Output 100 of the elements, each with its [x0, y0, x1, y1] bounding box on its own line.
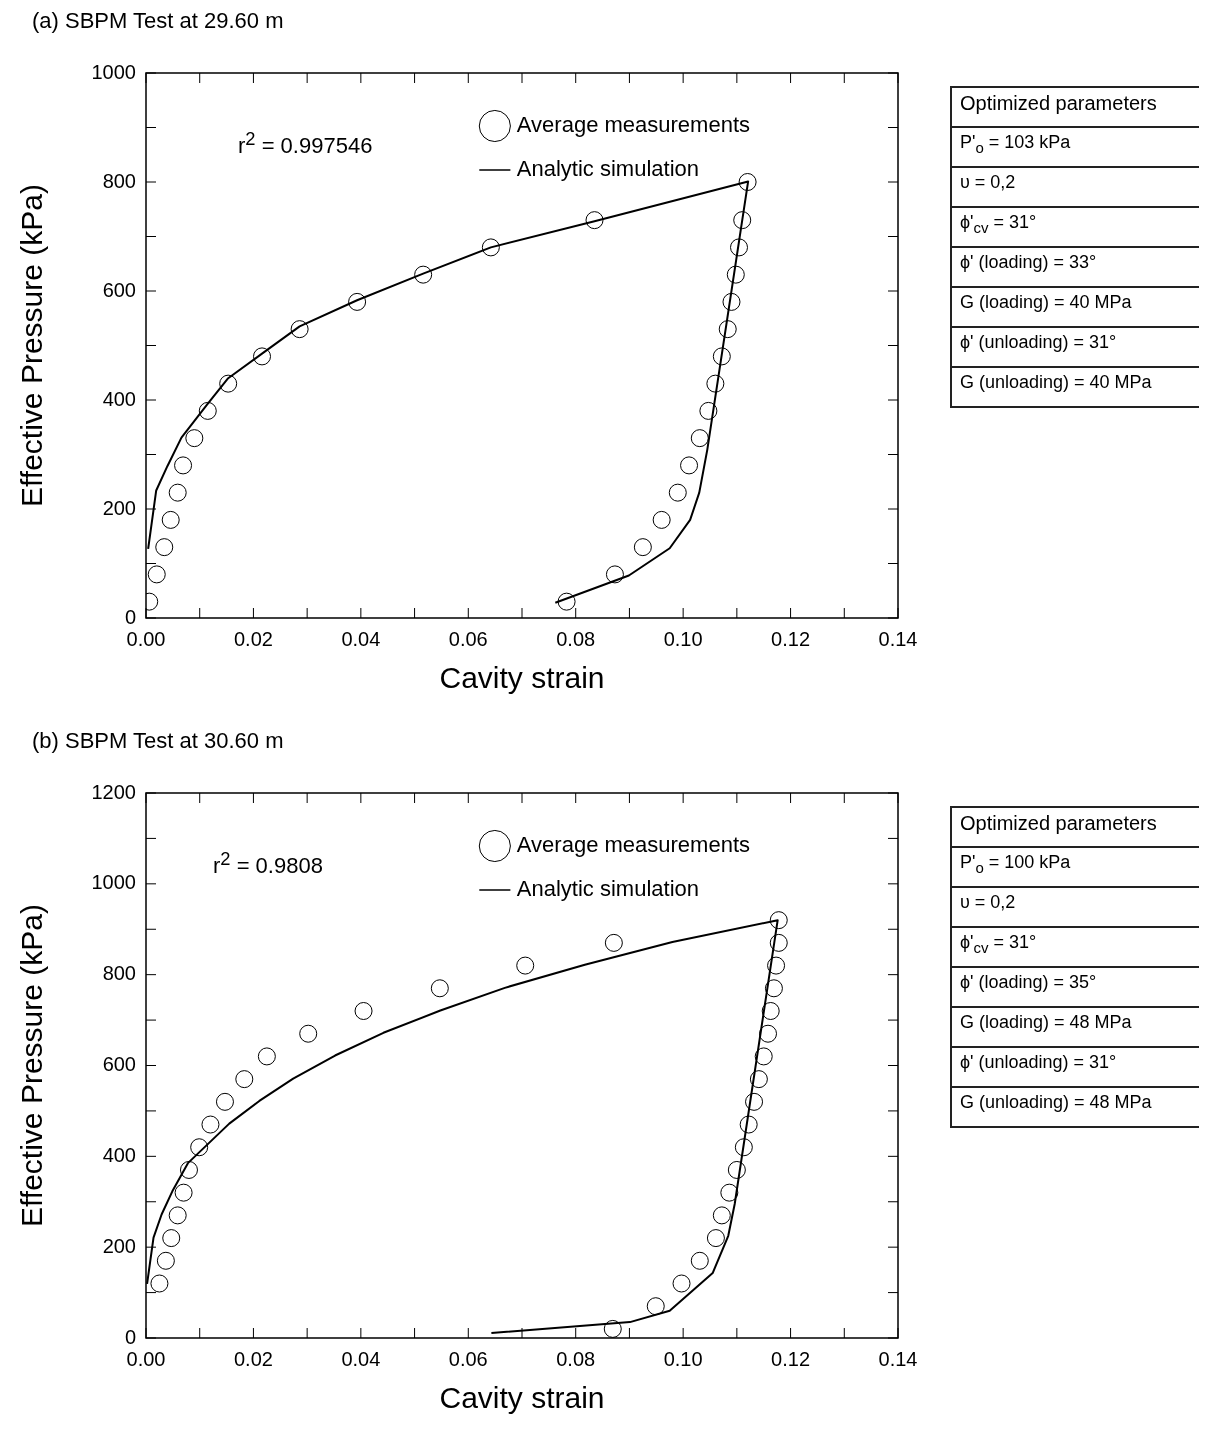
point [290, 320, 309, 339]
y-axis-title: Effective Pressure (kPa) [15, 184, 49, 507]
text: υ = 0,2 [952, 888, 1199, 928]
point [603, 1319, 622, 1338]
y-tick-label: 1000 [91, 60, 136, 83]
point [174, 456, 193, 475]
point [185, 429, 204, 448]
chart-title: (a) SBPM Test at 29.60 m [31, 8, 285, 35]
point [764, 979, 783, 998]
point [749, 1070, 768, 1089]
point [257, 1047, 276, 1066]
point [761, 1002, 780, 1020]
point [754, 1047, 773, 1066]
x-tick-label: 0.06 [448, 1347, 488, 1370]
text: ϕ' (loading) = 33° [952, 248, 1199, 288]
point [414, 265, 433, 284]
point [727, 1160, 746, 1179]
x-tick-label: 0.00 [126, 1347, 166, 1370]
point [168, 483, 187, 502]
text: ϕ' (unloading) = 31° [952, 328, 1199, 368]
point [706, 374, 725, 393]
x-tick-label: 0.04 [341, 627, 381, 650]
y-tick-label: 600 [102, 278, 136, 301]
point [174, 1183, 193, 1202]
text: G (loading) = 40 MPa [952, 288, 1199, 328]
point [299, 1024, 318, 1043]
annotation: r$^{2}$ = 0.9808 [213, 848, 323, 880]
legend-label: Analytic simulation [516, 876, 700, 902]
text: P'$_{o}$ = 100 kPa [952, 848, 1199, 888]
text: G (unloading) = 48 MPa [959, 1091, 1153, 1114]
x-tick-label: 0.02 [233, 1347, 273, 1370]
point [215, 1092, 234, 1111]
text: G (loading) = 48 MPa [952, 1008, 1199, 1048]
legend-label: Analytic simulation [516, 156, 700, 182]
annotation: r$^{2}$ = 0.997546 [238, 128, 373, 160]
point [769, 911, 788, 930]
point [734, 1138, 753, 1157]
y-tick-label: 400 [102, 1143, 136, 1166]
point [481, 238, 500, 257]
point [726, 265, 745, 284]
point [722, 292, 741, 311]
point [712, 347, 731, 366]
point [219, 374, 238, 393]
text: ϕ' (unloading) = 31° [952, 1048, 1199, 1088]
text: ϕ' (loading) = 35° [952, 968, 1199, 1008]
point [235, 1070, 254, 1089]
legend-label: Average measurements [516, 832, 751, 858]
x-tick-label: 0.10 [663, 1347, 703, 1370]
x-tick-label: 0.14 [878, 1347, 918, 1370]
point [604, 933, 623, 952]
x-tick-label: 0.08 [556, 1347, 596, 1370]
point [253, 347, 272, 366]
text: ϕ'$_{cv}$ = 31° [952, 928, 1199, 968]
point [161, 510, 180, 529]
x-tick-label: 0.00 [126, 627, 166, 650]
chart-title: (b) SBPM Test at 30.60 m [31, 728, 285, 755]
point [354, 1002, 373, 1020]
y-tick-label: 0 [124, 605, 136, 628]
y-tick-label: 200 [102, 1234, 136, 1257]
point [680, 456, 699, 475]
y-tick-label: 0 [124, 1325, 136, 1348]
x-tick-label: 0.14 [878, 627, 918, 650]
text: υ = 0,2 [952, 168, 1199, 208]
point [690, 1251, 709, 1270]
point [190, 1138, 209, 1157]
text: ϕ'$_{cv}$ = 31° [952, 208, 1199, 248]
point [718, 320, 737, 339]
y-tick-label: 400 [102, 387, 136, 410]
x-tick-label: 0.06 [448, 627, 488, 650]
point [348, 292, 367, 311]
y-tick-label: 600 [102, 1053, 136, 1076]
point [516, 956, 535, 975]
point [730, 238, 749, 257]
point [585, 211, 604, 230]
point [168, 1206, 187, 1225]
x-tick-label: 0.10 [663, 627, 703, 650]
point [733, 211, 752, 230]
point [646, 1297, 665, 1316]
point [162, 1229, 181, 1248]
point [147, 565, 166, 584]
point [156, 1251, 175, 1270]
x-axis-title: Cavity strain [439, 661, 605, 695]
point [155, 538, 174, 557]
point [699, 401, 718, 420]
y-tick-label: 1200 [91, 780, 136, 803]
point [150, 1274, 169, 1293]
point [430, 979, 449, 998]
text: P'$_{o}$ = 103 kPa [952, 128, 1199, 168]
point [668, 483, 687, 502]
point [201, 1115, 220, 1134]
x-tick-label: 0.12 [771, 627, 811, 650]
point [769, 933, 788, 952]
point [706, 1229, 725, 1248]
point [759, 1024, 778, 1043]
point [720, 1183, 739, 1202]
point [767, 956, 786, 975]
point [712, 1206, 731, 1225]
point [198, 401, 217, 420]
text: Optimized parameters [952, 88, 1199, 128]
text: Optimized parameters [952, 808, 1199, 848]
